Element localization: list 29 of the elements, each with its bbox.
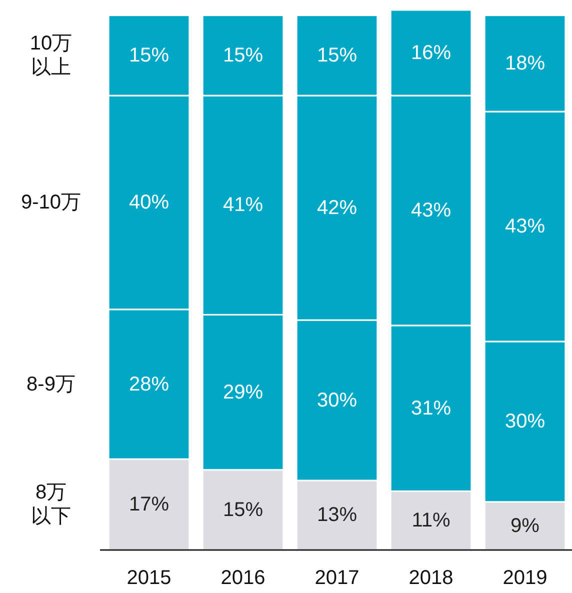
data-label: 11% xyxy=(412,510,450,532)
series-label: 8-9万 xyxy=(26,373,76,396)
data-label: 40% xyxy=(128,191,170,214)
data-label: 41% xyxy=(222,194,264,216)
data-label: 15% xyxy=(222,44,264,66)
x-tick-label: 2015 xyxy=(126,567,172,589)
data-label: 43% xyxy=(504,216,546,238)
x-tick-label: 2017 xyxy=(314,567,360,589)
data-label: 43% xyxy=(410,199,452,222)
data-label: 16% xyxy=(410,42,452,64)
data-label: 13% xyxy=(316,504,358,526)
data-label: 9% xyxy=(510,514,540,537)
data-label: 28% xyxy=(128,373,170,396)
x-tick-label: 2018 xyxy=(408,567,454,589)
data-label: 18% xyxy=(504,52,546,74)
series-label: 10万以上 xyxy=(30,32,72,78)
series-label: 9-10万 xyxy=(20,191,82,214)
data-label: 30% xyxy=(504,410,546,433)
series-label: 8万以下 xyxy=(31,482,71,528)
data-label: 42% xyxy=(316,196,358,219)
x-tick-label: 2019 xyxy=(502,567,548,589)
x-tick-label: 2016 xyxy=(220,567,266,589)
data-label: 17% xyxy=(128,494,170,516)
data-label: 15% xyxy=(128,44,170,66)
data-label: 29% xyxy=(222,381,264,404)
data-label: 15% xyxy=(316,44,358,66)
data-label: 30% xyxy=(316,389,358,412)
data-label: 31% xyxy=(410,397,452,420)
data-label: 15% xyxy=(222,498,264,521)
